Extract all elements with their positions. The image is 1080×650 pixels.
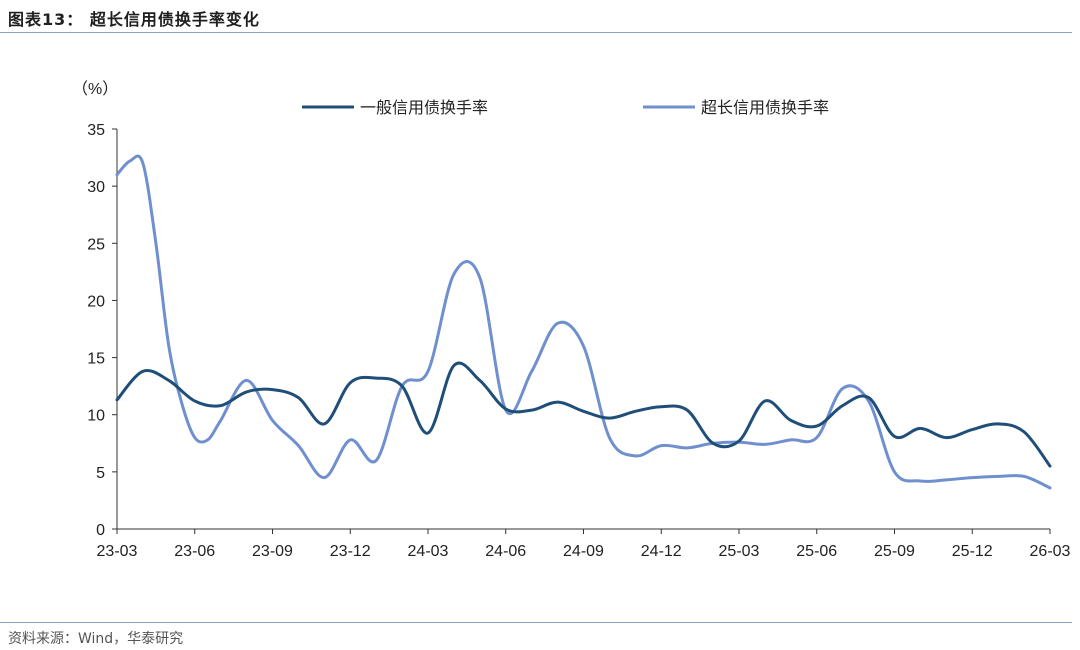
x-tick-label: 23-12 (330, 543, 371, 560)
series-line-ultra-long (115, 154, 1052, 490)
y-tick-label: 10 (87, 408, 105, 425)
x-tick-label: 25-06 (796, 543, 837, 560)
source-note: 资料来源：Wind，华泰研究 (8, 631, 184, 647)
legend-item-ultra-long-label: 超长信用债换手率 (701, 98, 829, 117)
series-line-general (115, 361, 1052, 468)
chart-axes: 0 5 10 15 20 25 30 35 （%） 23-03 23-06 23-09 23-12 24-… (72, 80, 1071, 560)
chart-legend: 一般信用债换手率 超长信用债换手率 (302, 98, 829, 117)
y-tick-label: 35 (87, 122, 105, 139)
bottom-divider (0, 622, 1072, 623)
line-chart: 0 5 10 15 20 25 30 35 （%） 23-03 23-06 23-09 23-12 24-… (72, 80, 1071, 560)
y-tick-label: 30 (87, 179, 105, 196)
y-tick-label: 15 (87, 351, 105, 368)
x-tick-label: 23-09 (252, 543, 293, 560)
x-tick-label: 24-09 (563, 543, 604, 560)
x-tick-label: 26-03 (1030, 543, 1071, 560)
y-tick-label: 0 (96, 522, 105, 539)
chart-lines (115, 154, 1052, 490)
chart-title: 图表13： 超长信用债换手率变化 (8, 10, 260, 29)
x-tick-label: 24-06 (485, 543, 526, 560)
y-tick-label: 20 (87, 293, 105, 310)
legend-item-general-label: 一般信用债换手率 (360, 98, 488, 117)
y-tick-label: 5 (96, 465, 105, 482)
x-tick-label: 24-03 (408, 543, 449, 560)
y-tick-label: 25 (87, 236, 105, 253)
x-tick-label: 25-03 (719, 543, 760, 560)
x-tick-label: 25-12 (952, 543, 993, 560)
top-divider (0, 32, 1072, 33)
x-tick-label: 25-09 (874, 543, 915, 560)
y-axis-unit: （%） (72, 80, 118, 98)
x-tick-label: 24-12 (641, 543, 682, 560)
x-tick-label: 23-03 (97, 543, 138, 560)
x-tick-label: 23-06 (174, 543, 215, 560)
